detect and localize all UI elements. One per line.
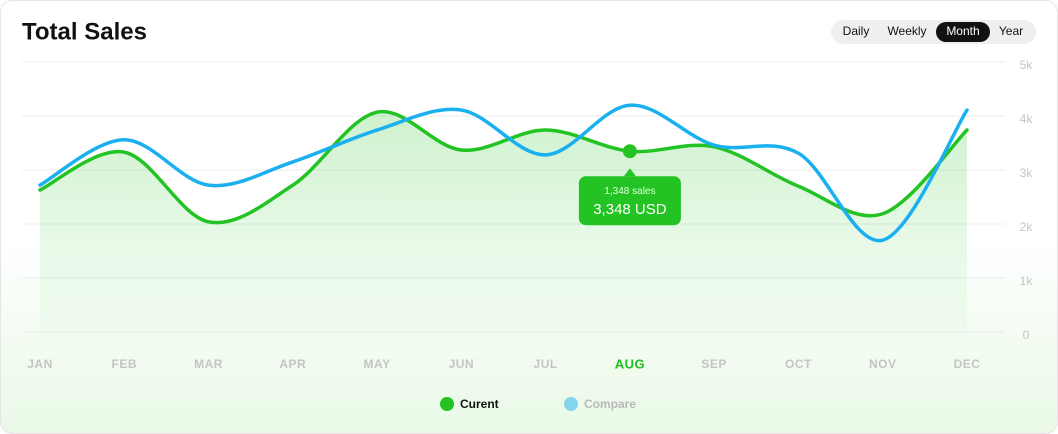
- tab[interactable]: Daily: [843, 24, 870, 38]
- y-tick-label: 4k: [1020, 112, 1034, 126]
- legend-label[interactable]: Compare: [584, 397, 636, 411]
- y-tick-label: 0: [1023, 328, 1030, 342]
- series-line: [38, 103, 969, 243]
- legend-dot[interactable]: [564, 397, 578, 411]
- y-tick-label: 5k: [1020, 58, 1034, 72]
- x-tick-label: NOV: [869, 357, 897, 371]
- tab-active-bg: [936, 22, 990, 42]
- highlight-point: [622, 144, 637, 159]
- x-tick-label: OCT: [785, 357, 812, 371]
- x-tick-label: APR: [279, 357, 306, 371]
- tooltip: [578, 176, 681, 226]
- x-tick-label: JUN: [449, 357, 475, 371]
- y-tick-label: 2k: [1020, 220, 1034, 234]
- x-tick-label: FEB: [112, 357, 138, 371]
- tooltip-sales: 1,348 sales: [604, 186, 655, 197]
- tab[interactable]: Month: [946, 24, 979, 38]
- y-tick-label: 3k: [1020, 166, 1034, 180]
- x-tick-label: JAN: [27, 357, 53, 371]
- legend-dot[interactable]: [440, 397, 454, 411]
- chart-title: Total Sales: [22, 18, 147, 45]
- area: [40, 111, 967, 338]
- x-tick-label: JUL: [534, 357, 558, 371]
- tab[interactable]: Year: [999, 24, 1023, 38]
- x-tick-label: SEP: [701, 357, 727, 371]
- x-tick-label: MAY: [364, 357, 391, 371]
- tooltip-amount: 3,348 USD: [593, 201, 667, 218]
- tooltip-arrow: [623, 168, 636, 177]
- x-tick-label: DEC: [954, 357, 981, 371]
- series-line: [38, 109, 969, 225]
- y-tick-label: 1k: [1020, 274, 1034, 288]
- x-tick-label: AUG: [615, 356, 645, 371]
- legend-label[interactable]: Curent: [460, 397, 499, 411]
- tab[interactable]: Weekly: [887, 24, 926, 38]
- x-tick-label: MAR: [194, 357, 223, 371]
